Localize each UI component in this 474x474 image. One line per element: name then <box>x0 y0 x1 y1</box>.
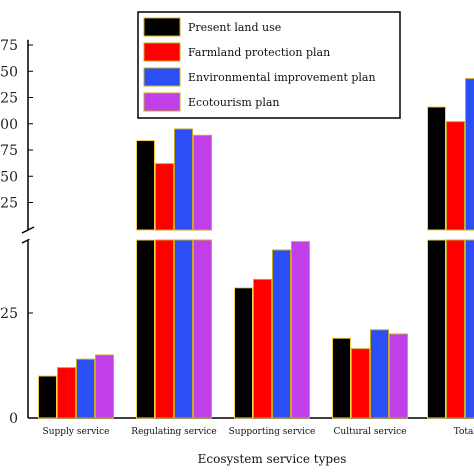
bar <box>332 337 351 419</box>
legend: Present land use Farmland protection plan… <box>137 11 401 119</box>
x-tick-label: Regulating service <box>131 427 216 437</box>
legend-box <box>137 11 401 119</box>
bar <box>370 329 389 419</box>
bar-lower-part <box>446 239 465 419</box>
axis-break-band <box>29 230 474 240</box>
bar <box>291 241 310 419</box>
legend-swatch <box>143 92 181 112</box>
x-tick-label: Supporting service <box>229 427 316 437</box>
bar <box>389 333 408 419</box>
legend-swatch <box>143 17 181 37</box>
x-tick-label: Supply service <box>43 427 110 437</box>
legend-swatch <box>143 67 181 87</box>
y-upper-tick-label: 25 <box>0 91 18 107</box>
y-upper-tick-label: 00 <box>0 117 18 133</box>
bar-lower-part <box>155 239 174 419</box>
bar-lower-part <box>136 239 155 419</box>
legend-label: Farmland protection plan <box>188 46 330 59</box>
bar <box>95 354 114 419</box>
y-upper-tick-label: 50 <box>0 64 18 80</box>
legend-label: Present land use <box>188 21 281 34</box>
y-lower-tick-label: 25 <box>0 306 18 322</box>
y-upper-tick-label: 50 <box>0 169 18 185</box>
bar-lower-part <box>174 239 193 419</box>
legend-label: Environmental improvement plan <box>188 71 376 84</box>
bar <box>351 348 370 419</box>
y-upper-tick-label: 75 <box>0 143 18 159</box>
bar <box>234 287 253 419</box>
bar-layer <box>29 78 474 419</box>
bar-lower-part <box>465 239 474 419</box>
bar-lower-part <box>427 239 446 419</box>
legend-swatch <box>143 42 181 62</box>
x-tick-label: Total <box>454 427 474 437</box>
bar-upper-part <box>174 128 193 231</box>
axis-break-mark <box>21 226 35 234</box>
label-layer: Supply service Regulating service Supporti… <box>43 427 474 437</box>
bar-upper-part <box>465 78 474 231</box>
bar-upper-part <box>155 163 174 231</box>
y-lower-tick-label: 0 <box>9 411 18 427</box>
y-upper-tick-label: 25 <box>0 196 18 212</box>
x-axis-title: Ecosystem service types <box>198 452 347 466</box>
bar <box>57 367 76 419</box>
x-tick-label: Cultural service <box>334 427 407 437</box>
bar <box>253 278 272 419</box>
bar <box>38 375 57 419</box>
y-upper-tick-label: 75 <box>0 38 18 54</box>
bar <box>76 358 95 419</box>
bar-upper-part <box>446 121 465 231</box>
bar-upper-part <box>193 134 212 231</box>
bar-upper-part <box>136 140 155 231</box>
bar-lower-part <box>193 239 212 419</box>
bar-upper-part <box>427 106 446 231</box>
bar <box>272 249 291 419</box>
legend-label: Ecotourism plan <box>188 96 280 109</box>
